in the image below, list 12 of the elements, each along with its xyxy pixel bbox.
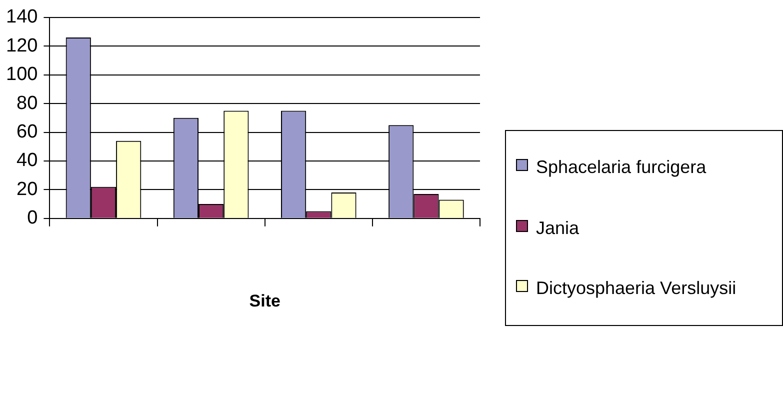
legend-label: Sphacelaria furcigera: [536, 156, 706, 179]
y-tick-label: 60: [16, 121, 38, 142]
y-tick-label: 140: [6, 6, 38, 28]
y-tick-label: 80: [16, 92, 38, 114]
y-tick-label: 100: [6, 64, 38, 86]
y-tick-label: 120: [6, 35, 38, 56]
legend-label: Jania: [536, 216, 580, 240]
y-tick-label: 40: [16, 150, 38, 172]
legend-label: Dictyosphaeria Versluysii: [536, 277, 736, 300]
x-axis-title: Site: [249, 291, 280, 310]
y-tick-label: 20: [16, 178, 38, 200]
y-tick-label: 0: [27, 208, 38, 229]
